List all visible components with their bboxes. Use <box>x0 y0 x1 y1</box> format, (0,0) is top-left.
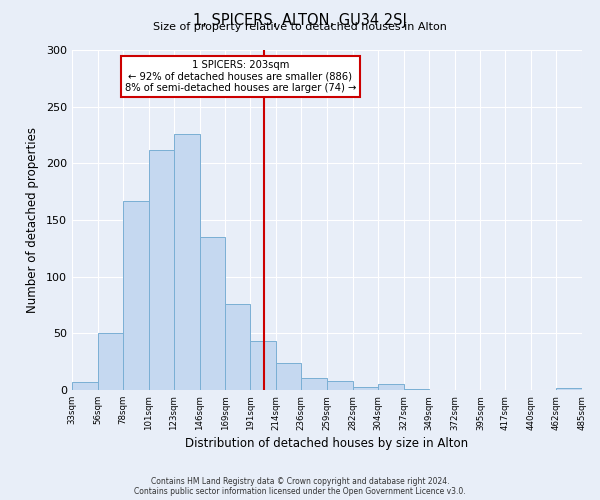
Bar <box>404 389 428 390</box>
Bar <box>353 386 378 390</box>
Bar <box>98 334 123 390</box>
Text: 1 SPICERS: 203sqm
← 92% of detached houses are smaller (886)
8% of semi-detached: 1 SPICERS: 203sqm ← 92% of detached hous… <box>125 60 356 94</box>
Bar <box>301 378 327 390</box>
Bar <box>173 134 199 390</box>
Y-axis label: Number of detached properties: Number of detached properties <box>26 127 39 313</box>
Bar <box>123 200 149 390</box>
Bar <box>149 150 173 390</box>
Bar <box>327 381 353 390</box>
Bar <box>556 388 582 390</box>
Bar <box>250 342 276 390</box>
Text: Contains HM Land Registry data © Crown copyright and database right 2024.
Contai: Contains HM Land Registry data © Crown c… <box>134 476 466 496</box>
Bar <box>200 237 226 390</box>
Bar <box>72 382 98 390</box>
Bar <box>226 304 250 390</box>
X-axis label: Distribution of detached houses by size in Alton: Distribution of detached houses by size … <box>185 436 469 450</box>
Bar <box>378 384 404 390</box>
Text: Size of property relative to detached houses in Alton: Size of property relative to detached ho… <box>153 22 447 32</box>
Text: 1, SPICERS, ALTON, GU34 2SJ: 1, SPICERS, ALTON, GU34 2SJ <box>193 12 407 28</box>
Bar <box>276 363 301 390</box>
